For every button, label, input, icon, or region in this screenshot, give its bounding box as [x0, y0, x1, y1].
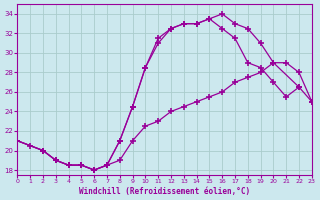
X-axis label: Windchill (Refroidissement éolien,°C): Windchill (Refroidissement éolien,°C)	[79, 187, 250, 196]
